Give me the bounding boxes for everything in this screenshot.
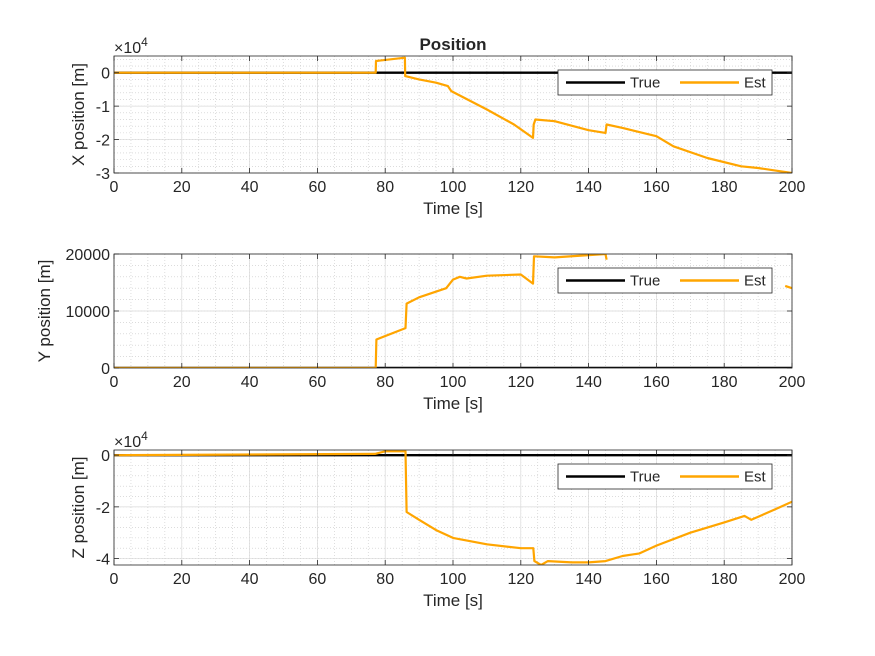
x-axis-label: Time [s] (423, 199, 483, 218)
series-line-est (114, 254, 608, 368)
y-tick-label: 10000 (66, 304, 111, 321)
y-tick-label: 0 (101, 66, 110, 83)
x-tick-label: 20 (173, 571, 191, 588)
y-tick-label: -2 (96, 500, 110, 517)
y-exponent-label: ×104 (114, 35, 148, 57)
legend-label-est: Est (744, 273, 767, 290)
y-tick-label: 0 (101, 361, 110, 378)
y-tick-label: 0 (101, 448, 110, 465)
x-tick-label: 180 (711, 179, 738, 196)
x-tick-label: 180 (711, 374, 738, 391)
x-tick-label: 80 (376, 179, 394, 196)
x-tick-label: 20 (173, 374, 191, 391)
legend-label-est: Est (744, 469, 767, 486)
x-tick-label: 200 (779, 571, 806, 588)
legend: True Est (557, 463, 773, 490)
y-exponent-label: ×104 (114, 429, 148, 451)
x-tick-label: 0 (110, 179, 119, 196)
legend-label-true: True (630, 469, 660, 486)
x-tick-label: 100 (440, 179, 467, 196)
x-tick-label: 40 (241, 571, 259, 588)
panel-2: 0 20 40 60 80 100 120 140 160 180 200 0 10000 20000 Ti… (35, 247, 805, 413)
x-axis-label: Time [s] (423, 591, 483, 610)
y-tick-label: 20000 (66, 247, 111, 264)
y-exponent-power: 4 (141, 35, 148, 49)
x-tick-label: 160 (643, 179, 670, 196)
series-line-est (114, 450, 792, 565)
x-tick-label: 40 (241, 179, 259, 196)
figure-title: Position (419, 35, 486, 54)
x-tick-label: 200 (779, 374, 806, 391)
x-tick-label: 80 (376, 571, 394, 588)
x-tick-label: 140 (575, 179, 602, 196)
y-axis-label: Z position [m] (69, 456, 88, 558)
x-tick-label: 0 (110, 374, 119, 391)
x-tick-label: 60 (309, 374, 327, 391)
x-tick-label: 40 (241, 374, 259, 391)
y-tick-label: -3 (96, 166, 110, 183)
x-tick-label: 80 (376, 374, 394, 391)
x-tick-label: 160 (643, 374, 670, 391)
series-line-est (114, 56, 792, 173)
y-tick-label: -4 (96, 552, 110, 569)
legend: True Est (557, 69, 773, 96)
legend: True Est (557, 267, 773, 294)
x-tick-label: 60 (309, 179, 327, 196)
series-line-est (784, 284, 792, 290)
legend-label-true: True (630, 273, 660, 290)
x-tick-label: 20 (173, 179, 191, 196)
x-tick-label: 140 (575, 374, 602, 391)
legend-label-true: True (630, 75, 660, 92)
x-axis-label: Time [s] (423, 394, 483, 413)
y-axis-label: Y position [m] (35, 260, 54, 363)
x-tick-label: 140 (575, 571, 602, 588)
x-tick-label: 100 (440, 571, 467, 588)
x-tick-label: 180 (711, 571, 738, 588)
y-tick-label: -1 (96, 99, 110, 116)
y-tick-label: -2 (96, 133, 110, 150)
x-tick-label: 120 (507, 374, 534, 391)
x-tick-label: 0 (110, 571, 119, 588)
y-axis-label: X position [m] (69, 63, 88, 166)
y-exponent-power: 4 (141, 429, 148, 443)
x-tick-label: 60 (309, 571, 327, 588)
x-tick-label: 160 (643, 571, 670, 588)
x-tick-label: 120 (507, 571, 534, 588)
x-tick-label: 200 (779, 179, 806, 196)
panel-3: 0 20 40 60 80 100 120 140 160 180 200 0 -2 -4 Time [s]… (69, 429, 805, 610)
legend-label-est: Est (744, 75, 767, 92)
panel-1: 0 20 40 60 80 100 120 140 160 180 200 0 -1 -2 -3 Time [… (69, 35, 805, 218)
x-tick-label: 120 (507, 179, 534, 196)
x-tick-label: 100 (440, 374, 467, 391)
